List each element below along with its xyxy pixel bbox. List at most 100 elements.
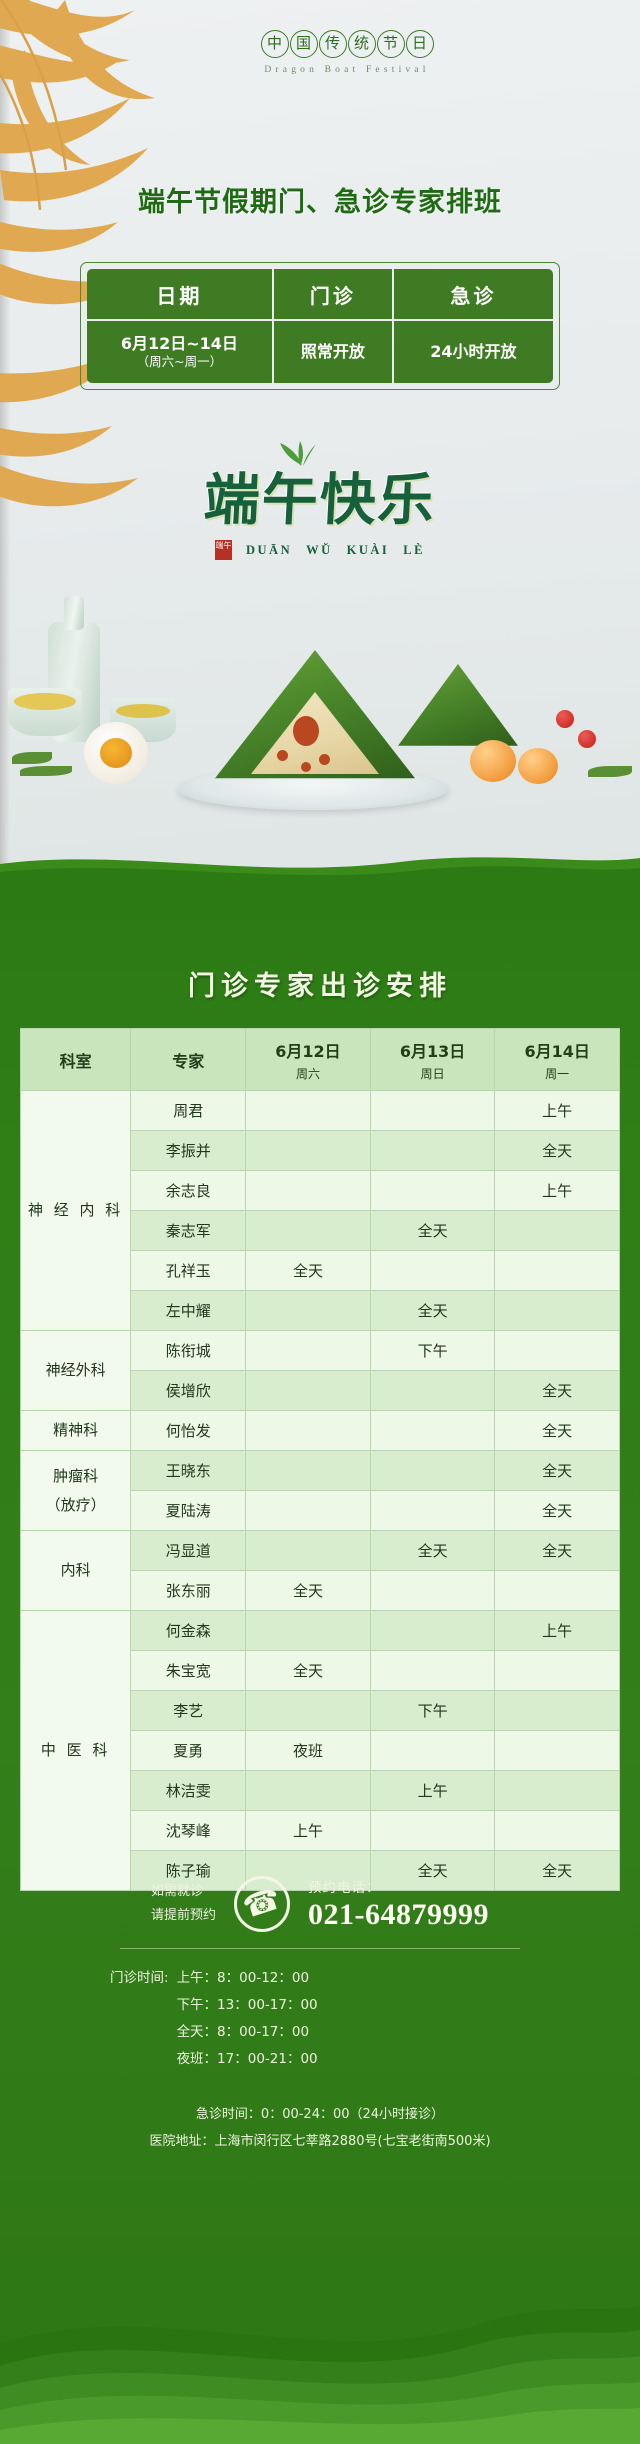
- cherry-fruit: [556, 710, 574, 728]
- festival-badge: 中 国 传 统 节 日 Dragon Boat Festival: [232, 30, 462, 75]
- col-label: 6月12日: [275, 1041, 341, 1061]
- doctor-name-cell: 夏陆涛: [130, 1490, 247, 1531]
- doctor-name-cell: 夏勇: [130, 1730, 247, 1771]
- footer-notes: 急诊时间：0：00-24：00（24小时接诊） 医院地址：上海市闵行区七莘路28…: [60, 2101, 580, 2156]
- phone-block: 预约电话： 021-64879999: [308, 1876, 489, 1932]
- orange-fruit: [518, 748, 558, 784]
- badge-char: 传: [318, 30, 347, 58]
- doctor-name-cell: 王晓东: [130, 1450, 247, 1491]
- col-label: 6月14日: [524, 1041, 590, 1061]
- shift-cell-day13: [369, 1410, 496, 1451]
- zongzi-leaf-wrap: [398, 664, 518, 746]
- badge-char: 统: [347, 30, 376, 58]
- schedule-section: 门诊专家出诊安排 科室 专家 6月12日 周六: [0, 876, 640, 2444]
- shift-cell-day13: 全天: [369, 1850, 496, 1891]
- schedule-table: 科室 专家 6月12日 周六 6月13日 周日: [19, 1028, 620, 1891]
- shift-cell-day14: 全天: [494, 1450, 620, 1491]
- zongzi-shape-right: [398, 664, 518, 750]
- dept-cell: 内科: [19, 1530, 132, 1611]
- doctor-name-cell: 何怡发: [130, 1410, 247, 1451]
- logo-main-text: 端午快乐: [202, 468, 438, 533]
- shift-cell-day14: [494, 1730, 620, 1771]
- shift-cell-day12: [245, 1170, 371, 1211]
- dept-cell: 肿瘤科 （放疗）: [19, 1450, 132, 1531]
- shift-cell-day13: 全天: [369, 1290, 496, 1331]
- table-row: 林洁雯 上午: [21, 1770, 620, 1811]
- shift-cell-day14: 全天: [494, 1490, 620, 1531]
- table-row: 李振并 全天: [21, 1130, 620, 1171]
- doctor-name-cell: 何金森: [130, 1610, 247, 1651]
- shift-cell-day13: [369, 1250, 496, 1291]
- shift-cell-day12: [245, 1770, 371, 1811]
- shift-cell-day12: 全天: [245, 1570, 371, 1611]
- shift-cell-day14: [494, 1650, 620, 1691]
- doctor-name-cell: 周君: [130, 1090, 247, 1131]
- bottle-neck-shape: [64, 596, 84, 630]
- table-row: 中 医 科何金森 上午: [19, 1610, 620, 1891]
- footer-divider: [120, 1948, 520, 1949]
- shift-cell-day12: [245, 1090, 371, 1131]
- shift-cell-day13: [369, 1090, 496, 1131]
- shift-cell-day14: [494, 1330, 620, 1371]
- shift-cell-day12: [245, 1330, 371, 1371]
- hours-lines: 上午：8：00-12：00 下午：13：00-17：00 全天：8：00-17：…: [177, 1965, 318, 2073]
- phone-number[interactable]: 021-64879999: [308, 1898, 489, 1931]
- shift-cell-day14: 全天: [494, 1130, 620, 1171]
- doctor-name-cell: 朱宝宽: [130, 1650, 247, 1691]
- doctor-name-cell: 左中耀: [130, 1290, 247, 1331]
- shift-cell-day14: [494, 1770, 620, 1811]
- doctor-name-cell: 陈衔城: [130, 1330, 247, 1371]
- table-row: 张东丽 全天: [21, 1570, 620, 1611]
- shift-cell-day13: [369, 1130, 496, 1171]
- doctor-name-cell: 林洁雯: [130, 1770, 247, 1811]
- appointment-note: 如需就诊 请提前预约: [151, 1880, 216, 1928]
- col-label: 科室: [59, 1051, 92, 1071]
- table-row: 朱宝宽 全天: [21, 1650, 620, 1691]
- summary-emergency-cell: 24小时开放: [393, 321, 553, 383]
- appointment-note-line1: 如需就诊: [150, 1883, 203, 1899]
- shift-cell-day12: 夜班: [245, 1730, 371, 1771]
- shift-cell-day12: 上午: [245, 1810, 371, 1851]
- schedule-thead: 科室 专家 6月12日 周六 6月13日 周日: [19, 1028, 620, 1091]
- summary-date-cell: 6月12日~14日 （周六~周一）: [87, 321, 272, 383]
- col-label: 专家: [172, 1051, 205, 1071]
- summary-date-weekdays: （周六~周一）: [136, 354, 223, 370]
- schedule-tbody: 神 经 内 科周君 上午 李振并 全天 余志良 上午 秦志军 全天 孔祥玉 全天 左中耀 全天 神经外科…: [19, 1090, 620, 1891]
- doctor-name-cell: 冯显道: [130, 1530, 247, 1571]
- hours-line: 全天：8：00-17：00: [176, 2024, 310, 2040]
- zongzi-peanut: [301, 762, 311, 772]
- footer-section: 如需就诊 请提前预约 ☎ 预约电话： 021-64879999 门诊时间: 上午…: [0, 1876, 640, 2156]
- table-row: 神 经 内 科周君 上午: [19, 1090, 620, 1331]
- table-row: 李艺 下午: [21, 1690, 620, 1731]
- shift-cell-day13: [369, 1650, 496, 1691]
- top-section: 中 国 传 统 节 日 Dragon Boat Festival 端午节假期门、…: [0, 0, 640, 880]
- hours-line: 上午：8：00-12：00: [176, 1970, 310, 1986]
- dept-cell: 神 经 内 科: [19, 1090, 132, 1331]
- doctor-name-cell: 李艺: [130, 1690, 247, 1731]
- bamboo-sprig-icon: [280, 441, 316, 466]
- shift-cell-day13: 下午: [369, 1330, 496, 1371]
- shift-cell-day12: [245, 1610, 371, 1651]
- table-row: 陈子瑜 全天 全天: [21, 1850, 620, 1891]
- doctor-name-cell: 孔祥玉: [130, 1250, 247, 1291]
- col-header-day12: 6月12日 周六: [245, 1028, 371, 1091]
- festival-badge-english: Dragon Boat Festival: [264, 65, 430, 75]
- shift-cell-day14: 全天: [494, 1530, 620, 1571]
- table-row: 夏陆涛 全天: [21, 1490, 620, 1531]
- dragon-boat-logo: 端午快乐 端午 DUĀN WŬ KUÀI LÈ: [150, 441, 490, 560]
- cup-tea-shape: [116, 704, 170, 718]
- shift-cell-day14: 全天: [494, 1370, 620, 1411]
- col-subtitle: 周六: [295, 1066, 320, 1081]
- summary-header-outpatient: 门诊: [273, 269, 392, 319]
- table-row: 侯增欣 全天: [21, 1370, 620, 1411]
- col-label: 6月13日: [399, 1041, 466, 1061]
- logo-pinyin-row: 端午 DUĀN WŬ KUÀI LÈ: [150, 540, 490, 560]
- shift-cell-day12: [245, 1490, 371, 1531]
- section-title: 门诊专家出诊安排: [188, 971, 452, 1002]
- shift-cell-day12: 全天: [245, 1250, 371, 1291]
- shift-cell-day14: [494, 1210, 620, 1251]
- shift-cell-day14: 全天: [494, 1410, 620, 1451]
- table-row: 精神科 何怡发 全天: [19, 1410, 620, 1451]
- table-row: 左中耀 全天: [21, 1290, 620, 1331]
- shift-cell-day14: 上午: [494, 1610, 620, 1651]
